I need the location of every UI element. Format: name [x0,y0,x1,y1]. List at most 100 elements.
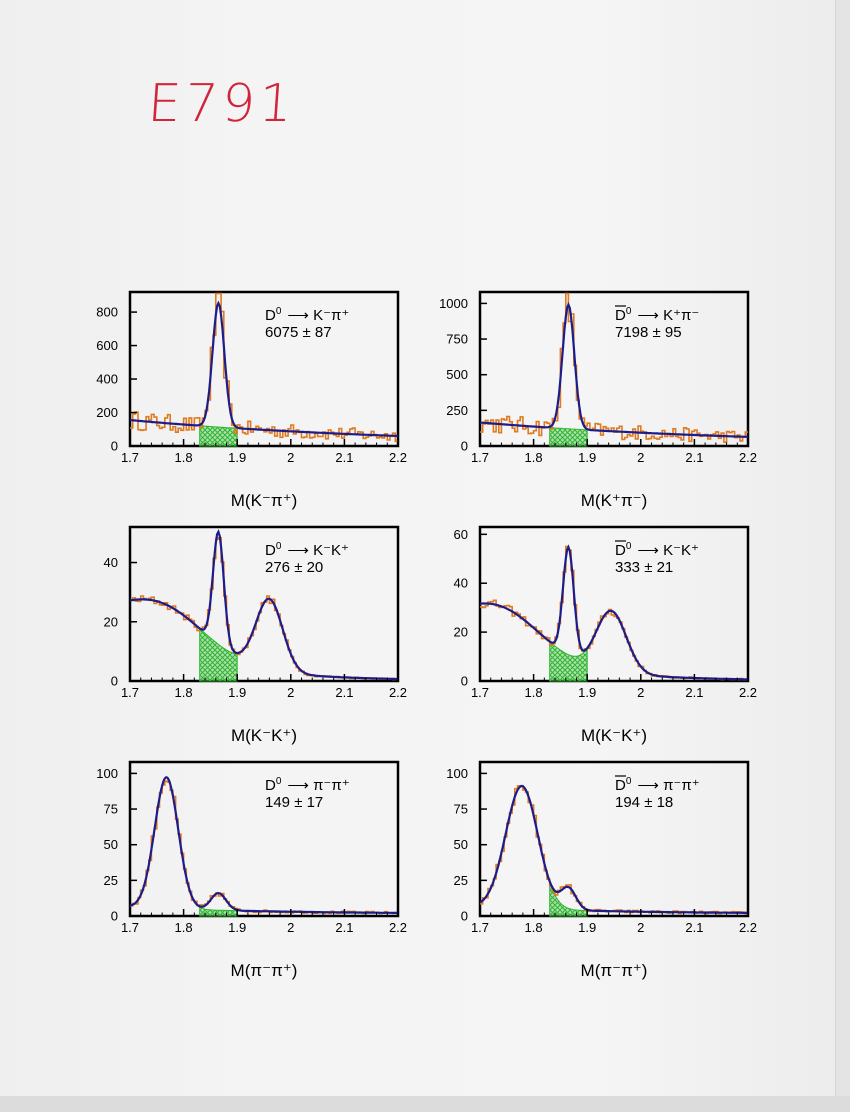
x-axis-title: M(K⁻K⁺) [581,726,647,745]
plot-panel-top-right: 1.7 1.8 1.9 2 2.1 2.2 0 250 500 750 1000 M(K⁺π⁻) D0 ⟶… [439,290,757,510]
plot-frame [478,525,750,683]
y-tick-label: 800 [96,305,118,320]
x-tick-label: 1.7 [121,685,139,700]
y-tick-label: 100 [96,766,118,781]
data-histogram [480,784,748,915]
plot-panel-bottom-right: 1.7 1.8 1.9 2 2.1 2.2 0 25 50 75 100 M(π⁻π⁺) D0 ⟶ π⁻π… [446,760,757,980]
y-tick-label: 750 [446,332,468,347]
fit-curve [479,544,749,681]
signal-yield: 276 ± 20 [265,559,323,576]
x-tick-label: 1.8 [175,450,193,465]
signal-yield: 7198 ± 95 [615,324,682,341]
y-tick-label: 0 [461,909,468,924]
plot-frame [128,290,400,448]
signal-yield: 149 ± 17 [265,794,323,811]
y-tick-label: 0 [111,439,118,454]
x-tick-label: 2.1 [335,450,353,465]
x-axis-title: M(K⁻π⁺) [231,491,298,510]
y-tick-label: 100 [446,766,468,781]
x-tick-label: 1.7 [471,450,489,465]
x-tick-label: 1.9 [578,920,596,935]
x-axis-title: M(K⁺π⁻) [581,491,648,510]
plot-panel-middle-left: 1.7 1.8 1.9 2 2.1 2.2 0 20 40 M(K⁻K⁺) D0 ⟶ K⁻K⁺276 … [104,525,407,745]
x-tick-label: 1.8 [175,685,193,700]
y-tick-label: 25 [104,873,118,888]
fit-curve [129,300,399,438]
y-tick-label: 40 [104,555,118,570]
x-tick-label: 1.8 [525,920,543,935]
fit-curve [129,776,398,914]
plot-frame [478,290,750,448]
x-tick-label: 1.8 [525,450,543,465]
x-tick-label: 1.7 [471,685,489,700]
y-tick-label: 20 [454,625,468,640]
y-tick-label: 75 [104,802,118,817]
x-axis-title: M(π⁻π⁺) [581,961,648,980]
x-axis-title: M(π⁻π⁺) [231,961,298,980]
page-edge-bottom [0,1096,850,1112]
plot-panel-top-left: 1.7 1.8 1.9 2 2.1 2.2 0 200 400 600 800 M(K⁻π⁺) D0 ⟶ … [96,290,407,510]
x-tick-label: 1.9 [578,685,596,700]
x-tick-label: 2.2 [739,450,757,465]
y-tick-label: 75 [454,802,468,817]
x-tick-label: 1.9 [228,685,246,700]
decay-label: D0 ⟶ K⁻K⁺ [615,541,699,559]
plot-panel-middle-right: 1.7 1.8 1.9 2 2.1 2.2 0 20 40 60 M(K⁻K⁺) D0 ⟶ K⁻K⁺33… [454,525,757,745]
decay-label: D0 ⟶ π⁻π⁺ [265,776,350,794]
y-tick-label: 40 [454,576,468,591]
x-tick-label: 2.2 [739,685,757,700]
page-edge-right [835,0,850,1112]
x-tick-label: 2.2 [389,685,407,700]
signal-yield: 6075 ± 87 [265,324,332,341]
background-hatch-region [549,427,588,447]
data-histogram [480,292,748,443]
y-tick-label: 0 [111,909,118,924]
y-tick-label: 1000 [439,296,468,311]
x-tick-label: 2.1 [685,920,703,935]
y-tick-label: 50 [104,837,118,852]
plot-frame [128,525,400,683]
y-tick-label: 0 [461,674,468,689]
x-tick-label: 2.2 [389,450,407,465]
x-tick-label: 1.7 [121,920,139,935]
x-tick-label: 2.1 [335,685,353,700]
fit-curve [479,301,748,438]
x-tick-label: 1.7 [471,920,489,935]
signal-yield: 194 ± 18 [615,794,673,811]
plot-frame [128,760,400,918]
y-tick-label: 500 [446,367,468,382]
x-tick-label: 1.8 [525,685,543,700]
y-tick-label: 25 [454,873,468,888]
x-tick-label: 2.1 [685,450,703,465]
x-tick-label: 2 [287,920,294,935]
x-tick-label: 1.9 [228,920,246,935]
fit-curve [479,784,748,914]
plot-panel-bottom-left: 1.7 1.8 1.9 2 2.1 2.2 0 25 50 75 100 M(π⁻π⁺) D0 ⟶ π⁻π… [96,760,407,980]
decay-label: D0 ⟶ π⁻π⁺ [615,776,700,794]
handwritten-note: E791 [145,74,299,134]
x-tick-label: 2.2 [739,920,757,935]
fit-curve [129,528,398,681]
y-tick-label: 200 [96,405,118,420]
x-tick-label: 2 [287,685,294,700]
y-tick-label: 60 [454,527,468,542]
x-tick-label: 2 [287,450,294,465]
signal-yield: 333 ± 21 [615,559,673,576]
x-tick-label: 1.9 [578,450,596,465]
background-hatch-region [199,906,238,917]
data-histogram [130,537,398,681]
decay-label: D0 ⟶ K⁺π⁻ [615,306,699,324]
x-tick-label: 2.2 [389,920,407,935]
data-histogram [130,292,398,443]
plot-frame [478,760,750,918]
x-tick-label: 2 [637,685,644,700]
y-tick-label: 400 [96,372,118,387]
x-tick-label: 1.8 [175,920,193,935]
decay-label: D0 ⟶ K⁻π⁺ [265,306,349,324]
x-tick-label: 2 [637,450,644,465]
x-tick-label: 2.1 [335,920,353,935]
y-tick-label: 50 [454,837,468,852]
x-tick-label: 2 [637,920,644,935]
background-hatch-region [199,627,238,682]
